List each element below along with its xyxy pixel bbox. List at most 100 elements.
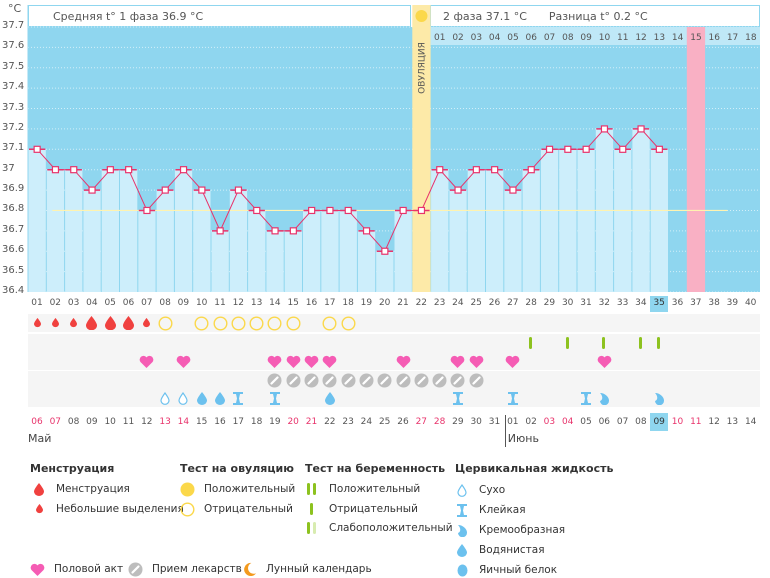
heart-icon[interactable] — [303, 352, 321, 370]
cm-sticky-icon[interactable] — [266, 389, 284, 407]
cycle-day-label[interactable]: 02 — [49, 298, 62, 308]
cycle-day-label[interactable]: 17 — [324, 298, 336, 308]
calendar-date-label[interactable]: 06 — [31, 417, 43, 427]
cycle-day-label[interactable]: 16 — [305, 298, 318, 308]
menstruation-icon[interactable] — [83, 314, 101, 332]
pill-icon[interactable] — [431, 371, 449, 389]
calendar-date-label[interactable]: 17 — [232, 417, 245, 427]
calendar-date-label[interactable]: 23 — [342, 417, 354, 427]
cm-watery-icon[interactable] — [211, 389, 229, 407]
cycle-day-label[interactable]: 20 — [378, 298, 391, 308]
cycle-day-label[interactable]: 31 — [580, 298, 592, 308]
calendar-date-label[interactable]: 10 — [671, 417, 684, 427]
cycle-day-label[interactable]: 19 — [360, 298, 373, 308]
cycle-day-label[interactable]: 35 — [650, 296, 669, 312]
heart-icon[interactable] — [394, 352, 412, 370]
cycle-day-label[interactable]: 39 — [726, 298, 739, 308]
calendar-date-label[interactable]: 10 — [104, 417, 116, 427]
calendar-date-label[interactable]: 12 — [708, 417, 720, 427]
calendar-date-label[interactable]: 25 — [378, 417, 391, 427]
calendar-date-label[interactable]: 22 — [324, 417, 336, 427]
cycle-day-label[interactable]: 30 — [561, 298, 574, 308]
calendar-date-label[interactable]: 09 — [650, 413, 669, 431]
cycle-day-label[interactable]: 10 — [195, 298, 208, 308]
calendar-date-label[interactable]: 02 — [525, 417, 537, 427]
calendar-date-label[interactable]: 19 — [269, 417, 281, 427]
pregnancy-test-negative-icon[interactable] — [595, 334, 613, 352]
cm-sticky-icon[interactable] — [229, 389, 247, 407]
cycle-day-label[interactable]: 37 — [690, 298, 702, 308]
cm-dry-icon[interactable] — [174, 389, 192, 407]
cm-watery-icon[interactable] — [193, 389, 211, 407]
cm-creamy-icon[interactable] — [650, 389, 668, 407]
cycle-day-label[interactable]: 25 — [470, 298, 482, 308]
calendar-date-label[interactable]: 13 — [159, 417, 171, 427]
ovulation-test-negative-icon[interactable] — [248, 314, 266, 332]
ovulation-test-negative-icon[interactable] — [229, 314, 247, 332]
ovulation-test-negative-icon[interactable] — [321, 314, 339, 332]
menstruation-icon[interactable] — [120, 314, 138, 332]
ovulation-test-negative-icon[interactable] — [156, 314, 174, 332]
cycle-day-label[interactable]: 32 — [598, 298, 611, 308]
cycle-day-label[interactable]: 01 — [31, 298, 43, 308]
cycle-day-label[interactable]: 38 — [708, 298, 720, 308]
ovulation-test-negative-icon[interactable] — [284, 314, 302, 332]
cycle-day-label[interactable]: 15 — [287, 298, 299, 308]
pill-icon[interactable] — [266, 371, 284, 389]
cycle-day-label[interactable]: 26 — [488, 298, 501, 308]
heart-icon[interactable] — [467, 352, 485, 370]
cycle-day-label[interactable]: 03 — [67, 298, 80, 308]
calendar-date-label[interactable]: 06 — [598, 417, 611, 427]
cycle-day-label[interactable]: 11 — [214, 298, 226, 308]
spotting-icon[interactable] — [138, 314, 156, 332]
cycle-day-label[interactable]: 22 — [415, 298, 428, 308]
calendar-date-label[interactable]: 09 — [86, 417, 98, 427]
cycle-day-label[interactable]: 13 — [250, 298, 263, 308]
heart-icon[interactable] — [174, 352, 192, 370]
calendar-date-label[interactable]: 18 — [250, 417, 263, 427]
calendar-date-label[interactable]: 08 — [67, 417, 80, 427]
heart-icon[interactable] — [595, 352, 613, 370]
spotting-icon[interactable] — [46, 314, 64, 332]
calendar-date-label[interactable]: 26 — [397, 417, 409, 427]
cycle-day-label[interactable]: 28 — [525, 298, 537, 308]
cm-watery-icon[interactable] — [321, 389, 339, 407]
ovulation-test-negative-icon[interactable] — [266, 314, 284, 332]
cycle-day-label[interactable]: 40 — [744, 298, 757, 308]
cycle-day-label[interactable]: 07 — [141, 298, 153, 308]
spotting-icon[interactable] — [65, 314, 83, 332]
heart-icon[interactable] — [284, 352, 302, 370]
calendar-date-label[interactable]: 07 — [49, 417, 62, 427]
menstruation-icon[interactable] — [101, 314, 119, 332]
cycle-day-label[interactable]: 04 — [86, 298, 98, 308]
calendar-date-label[interactable]: 27 — [415, 417, 428, 427]
cycle-day-label[interactable]: 27 — [507, 298, 519, 308]
pill-icon[interactable] — [376, 371, 394, 389]
cycle-day-label[interactable]: 21 — [397, 298, 409, 308]
pill-icon[interactable] — [394, 371, 412, 389]
calendar-date-label[interactable]: 01 — [507, 417, 519, 427]
calendar-date-label[interactable]: 14 — [177, 417, 190, 427]
cycle-day-label[interactable]: 29 — [543, 298, 556, 308]
pill-icon[interactable] — [339, 371, 357, 389]
ovulation-test-negative-icon[interactable] — [339, 314, 357, 332]
heart-icon[interactable] — [266, 352, 284, 370]
pill-icon[interactable] — [467, 371, 485, 389]
pill-icon[interactable] — [284, 371, 302, 389]
cm-sticky-icon[interactable] — [577, 389, 595, 407]
spotting-icon[interactable] — [28, 314, 46, 332]
pregnancy-test-negative-icon[interactable] — [522, 334, 540, 352]
calendar-date-label[interactable]: 14 — [744, 417, 757, 427]
calendar-date-label[interactable]: 05 — [580, 417, 592, 427]
calendar-date-label[interactable]: 31 — [488, 417, 501, 427]
ovulation-test-negative-icon[interactable] — [211, 314, 229, 332]
cycle-day-label[interactable]: 23 — [433, 298, 446, 308]
calendar-date-label[interactable]: 07 — [616, 417, 629, 427]
pill-icon[interactable] — [303, 371, 321, 389]
calendar-date-label[interactable]: 28 — [433, 417, 446, 427]
calendar-date-label[interactable]: 12 — [141, 417, 153, 427]
pregnancy-test-negative-icon[interactable] — [632, 334, 650, 352]
calendar-date-label[interactable]: 30 — [470, 417, 482, 427]
ovulation-test-negative-icon[interactable] — [193, 314, 211, 332]
calendar-date-label[interactable]: 03 — [543, 417, 556, 427]
